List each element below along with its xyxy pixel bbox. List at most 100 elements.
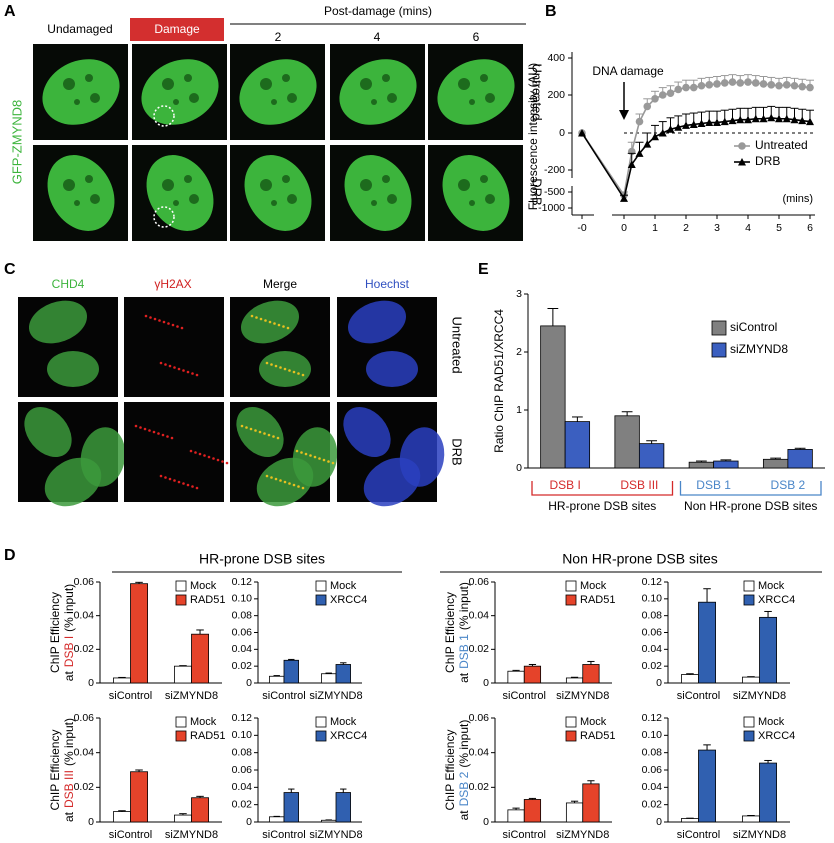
- point: [635, 117, 644, 126]
- damage-focus: [265, 361, 269, 365]
- nucleolus: [387, 194, 397, 204]
- damage-focus: [173, 366, 176, 369]
- y-tick-label: 0.12: [232, 576, 253, 588]
- nucleolus: [287, 194, 297, 204]
- damage-focus: [304, 452, 308, 456]
- x-tick-label: siZMYND8: [556, 690, 609, 702]
- point: [689, 120, 698, 128]
- column-label: CHD4: [52, 277, 85, 291]
- point: [682, 121, 690, 129]
- row-label: DRB: [530, 178, 545, 205]
- y-tick-label: 0.08: [642, 609, 663, 621]
- y-tick-label: 0.12: [232, 712, 253, 724]
- nucleolus: [282, 74, 290, 82]
- legend-swatch: [743, 716, 755, 728]
- x-tick-label: 1: [652, 222, 658, 234]
- damage-focus: [295, 449, 299, 453]
- y-axis-title: ChIP Efficiency: [48, 730, 62, 811]
- y-tick-label: 0: [656, 677, 662, 689]
- y-tick-label: 0.02: [642, 660, 663, 672]
- legend-label: siControl: [730, 320, 777, 334]
- damage-focus: [134, 424, 138, 428]
- bar: [321, 673, 337, 684]
- point: [728, 116, 737, 125]
- annotation: (mins): [782, 193, 813, 205]
- y-tick-label: 0.06: [642, 626, 663, 638]
- y-tick-label: 0.12: [642, 712, 663, 724]
- group-label: Non HR-prone DSB sites: [684, 499, 817, 513]
- x-tick-label: siZMYND8: [309, 690, 362, 702]
- damage-focus: [139, 426, 142, 429]
- point: [674, 123, 683, 131]
- damage-focus: [313, 455, 317, 459]
- point: [682, 83, 690, 92]
- damage-focus: [191, 485, 194, 488]
- panel-letter: E: [478, 261, 489, 278]
- x-tick-label: DSB I: [549, 478, 580, 492]
- nucleus: [442, 155, 510, 231]
- damage-focus: [168, 477, 172, 481]
- point: [751, 114, 760, 123]
- damage-focus: [322, 458, 326, 462]
- x-tick-label: siZMYND8: [165, 690, 218, 702]
- y-tick-label: 0.02: [469, 781, 490, 793]
- nucleolus: [360, 78, 372, 90]
- x-tick-label: siZMYND8: [733, 690, 786, 702]
- point: [806, 83, 814, 92]
- damage-focus: [191, 372, 194, 375]
- damage-focus: [279, 479, 282, 482]
- damage-focus: [255, 316, 258, 319]
- point: [775, 114, 783, 123]
- nucleolus: [360, 179, 372, 191]
- nucleolus: [287, 93, 297, 103]
- y-tick-label: 0.10: [642, 593, 663, 605]
- nucleolus: [63, 78, 75, 90]
- bar: [113, 811, 131, 823]
- y-tick-label: 0.08: [232, 609, 253, 621]
- legend-label: RAD51: [580, 594, 615, 606]
- nucleus: [47, 155, 115, 231]
- bar: [681, 674, 699, 684]
- y-axis-title-site: DSB 1: [457, 634, 471, 669]
- nucleolus: [485, 194, 495, 204]
- damage-focus: [259, 317, 263, 321]
- x-tick-label: siControl: [677, 829, 720, 841]
- x-tick-label: siControl: [262, 829, 305, 841]
- post-damage-label: Post-damage (mins): [324, 4, 432, 18]
- y-axis-title-part: at: [457, 672, 471, 683]
- damage-focus: [225, 461, 229, 465]
- legend-label: Untreated: [755, 138, 808, 152]
- y-axis-title: at DSB III (% input): [62, 718, 76, 822]
- bar: [742, 815, 760, 823]
- damage-focus: [292, 370, 296, 374]
- damage-focus: [207, 455, 211, 459]
- point: [738, 158, 746, 166]
- y-tick-label: 0: [88, 677, 94, 689]
- damage-focus: [258, 430, 262, 434]
- point: [782, 81, 791, 89]
- y-tick-label: 0.02: [74, 781, 95, 793]
- point: [775, 81, 783, 90]
- point: [658, 129, 667, 137]
- damage-focus: [143, 427, 147, 431]
- nucleus: [141, 59, 219, 125]
- legend-swatch: [315, 594, 327, 606]
- damage-focus: [167, 322, 170, 325]
- nucleolus: [458, 179, 470, 191]
- bar: [759, 762, 777, 823]
- micrograph: [124, 402, 224, 502]
- point: [798, 82, 807, 91]
- nucleolus: [90, 93, 100, 103]
- bar: [565, 677, 584, 684]
- y-tick-label: 0.10: [232, 729, 253, 741]
- point: [689, 83, 698, 92]
- damage-focus: [286, 326, 290, 330]
- point: [666, 89, 675, 97]
- nucleolus: [260, 78, 272, 90]
- legend-label: RAD51: [190, 594, 225, 606]
- damage-focus: [331, 461, 335, 465]
- point: [658, 91, 667, 99]
- nucleolus: [382, 74, 390, 82]
- x-tick-label: siZMYND8: [309, 829, 362, 841]
- nucleolus: [480, 74, 488, 82]
